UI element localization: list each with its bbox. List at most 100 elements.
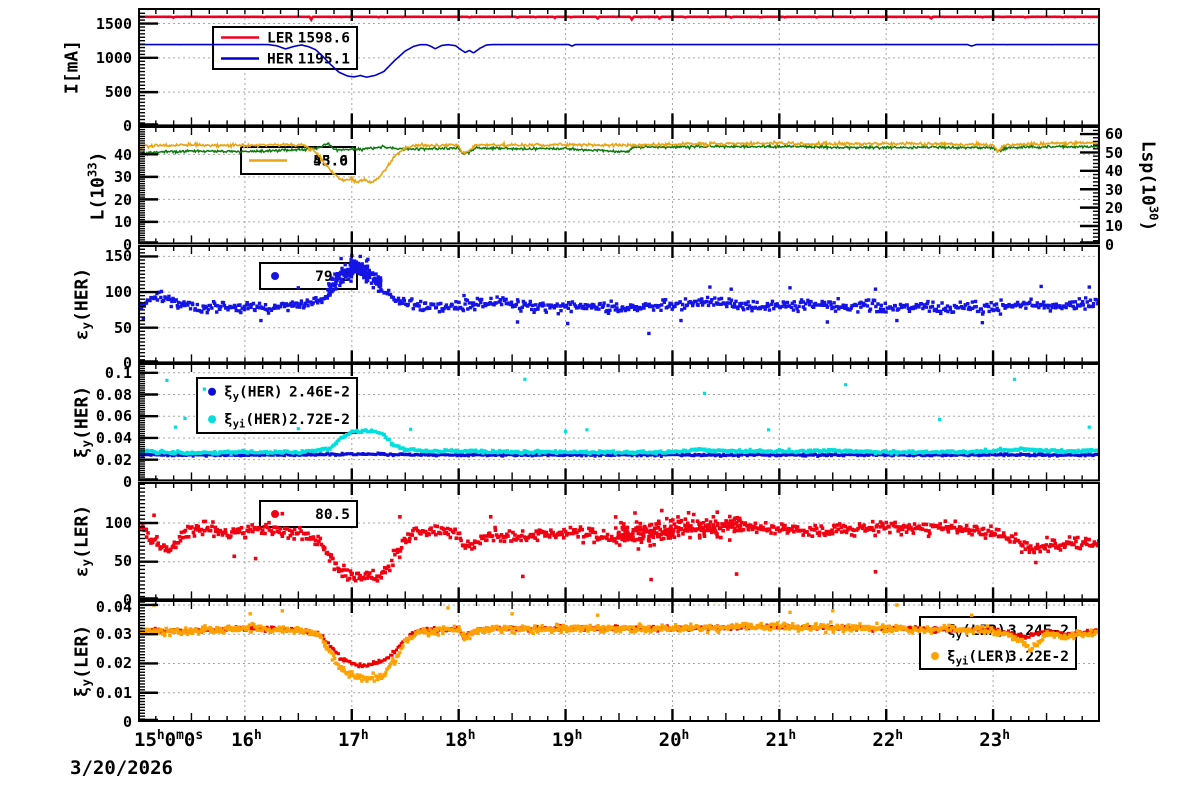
text: 23 <box>979 729 1003 751</box>
text: 20 <box>658 729 682 751</box>
axis-title-emittance-ler: εy(LER) <box>71 504 94 577</box>
text-sup: h <box>574 727 583 743</box>
ytick-label-luminosity: 40 <box>113 145 132 164</box>
text-sub: y <box>79 558 94 567</box>
ytick-label-right-luminosity: 40 <box>1105 162 1124 181</box>
ytick-label-current: 0 <box>122 117 132 136</box>
text-sub: y <box>79 440 94 448</box>
ytick-label-current: 1000 <box>95 48 132 67</box>
ytick-label-emittance-ler: 50 <box>113 552 132 571</box>
svg-text:1598.6: 1598.6 <box>298 30 350 46</box>
xtick-label: 19h <box>551 727 583 754</box>
text-sup: h <box>681 727 690 743</box>
ytick-label-right-luminosity: 60 <box>1105 125 1124 144</box>
ytick-label-xi-her: 0.02 <box>95 450 132 469</box>
axis-title-xi-ler: ξy(LER) <box>71 624 94 697</box>
ytick-label-xi-her: 0.08 <box>95 385 132 404</box>
ytick-label-emittance-her: 150 <box>104 247 132 266</box>
xtick-label: 21h <box>765 728 797 754</box>
ytick-label-xi-ler: 0.01 <box>95 683 132 702</box>
ytick-label-xi-ler: 0.02 <box>95 654 132 673</box>
xtick-label: 23h <box>979 728 1010 754</box>
text: ) <box>87 151 109 162</box>
ytick-label-xi-ler: 0.03 <box>95 625 132 644</box>
ytick-label-emittance-ler: 100 <box>104 513 132 532</box>
ytick-label-right-luminosity: 0 <box>1105 235 1115 254</box>
xtick-label: 22h <box>872 728 903 754</box>
xtick-label: 17h <box>338 727 369 754</box>
text: ξ <box>71 447 93 459</box>
axis-title-emittance-her: εy(HER) <box>71 267 94 341</box>
svg-text:1195.1: 1195.1 <box>298 51 351 67</box>
text: (LER) <box>71 504 93 559</box>
xtick-label: 15h0m0s <box>134 727 204 754</box>
ytick-label-emittance-her: 50 <box>113 318 132 337</box>
ytick-label-luminosity: 30 <box>113 168 132 187</box>
text: 18 <box>444 729 468 751</box>
date-label: 3/20/2026 <box>70 757 173 779</box>
ytick-label-xi-her: 0.04 <box>95 429 132 448</box>
svg-text:HER: HER <box>267 51 293 67</box>
svg-text:ξyi​(LER): ξyi​(LER) <box>947 649 1012 668</box>
text-sup: h <box>360 727 369 743</box>
svg-text:3.22E-2: 3.22E-2 <box>1008 649 1069 665</box>
svg-text:ξy​(HER): ξy​(HER) <box>224 385 283 403</box>
svg-text:2.72E-2: 2.72E-2 <box>289 412 350 428</box>
panel-emittance-her-plot: 79.2 <box>138 244 1100 364</box>
svg-text:LER: LER <box>267 30 293 46</box>
text-sup: h <box>253 727 262 743</box>
ytick-label-luminosity: 20 <box>113 190 132 209</box>
legend-luminosity: 53.645.0 <box>240 146 357 176</box>
ytick-label-xi-her: 0.1 <box>104 363 132 382</box>
panel-current-plot: LER 1598.6 HER 1195.1 <box>138 8 1100 127</box>
axis-title-xi-her: ξy(HER) <box>71 386 94 459</box>
panel-emittance-ler-plot: 80.5 <box>138 481 1100 600</box>
text: (HER) <box>71 267 93 322</box>
text: (HER) <box>71 386 93 441</box>
text-sup: s <box>195 727 204 743</box>
ytick-label-xi-ler: 0 <box>122 713 132 731</box>
text: 0 <box>183 729 196 751</box>
ytick-label-emittance-her: 0 <box>122 354 132 373</box>
ytick-label-right-luminosity: 10 <box>1105 217 1124 236</box>
ytick-label-current: 500 <box>104 83 132 102</box>
svg-text:2.46E-2: 2.46E-2 <box>289 385 350 401</box>
axis-title-current: I[mA] <box>62 40 83 94</box>
ytick-label-luminosity: 0 <box>122 235 132 254</box>
ytick-label-emittance-her: 100 <box>104 282 132 301</box>
text: I[mA] <box>61 40 83 95</box>
text: 19 <box>551 729 575 751</box>
text: (LER) <box>71 624 93 679</box>
ytick-label-right-luminosity: 30 <box>1105 180 1124 199</box>
svg-text:ξyi​(HER): ξyi​(HER) <box>224 412 289 430</box>
xtick-label: 16h <box>231 727 262 754</box>
ytick-label-xi-ler: 0.04 <box>95 598 132 616</box>
ytick-label-xi-her: 0.06 <box>95 407 132 426</box>
legend-emittance-ler: 80.5 <box>259 499 359 528</box>
text-sup: 33 <box>85 161 100 177</box>
text: Lsp(10 <box>1137 140 1159 206</box>
ytick-label-right-luminosity: 50 <box>1105 143 1124 162</box>
text: ) <box>1137 220 1159 231</box>
text-sup: m <box>176 727 184 743</box>
text: 16 <box>231 729 254 751</box>
text: ε <box>71 566 93 577</box>
text: ε <box>71 329 93 341</box>
ytick-label-current: 1500 <box>95 14 132 33</box>
ytick-label-right-luminosity: 20 <box>1105 199 1124 218</box>
text: 21 <box>765 729 789 751</box>
axis-title-lsp: Lsp(1030) <box>1137 140 1161 231</box>
text-sub: y <box>79 321 94 330</box>
text: 0 <box>164 729 177 751</box>
panel-luminosity-plot: 53.645.0 <box>138 126 1100 245</box>
text: 15 <box>134 729 157 751</box>
text-sup: h <box>156 727 165 743</box>
text: L(10 <box>87 176 109 221</box>
text-sup: h <box>467 727 476 743</box>
text-sub: y <box>79 678 94 687</box>
axis-title-luminosity: L(1033) <box>85 151 109 221</box>
